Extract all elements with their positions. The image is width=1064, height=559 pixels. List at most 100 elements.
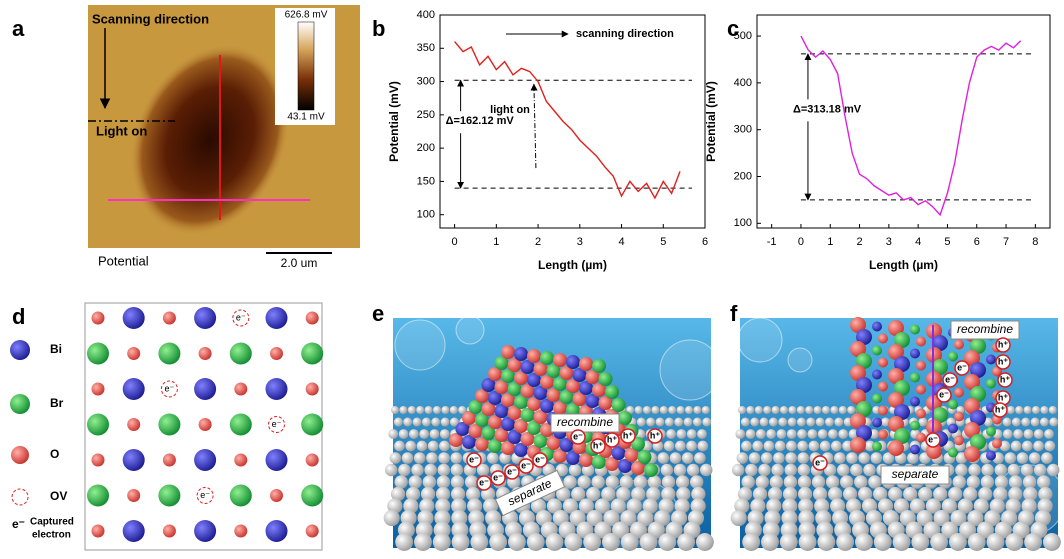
substrate-atom <box>854 475 868 489</box>
crystal-atom <box>475 413 489 427</box>
crystal-atom <box>954 387 964 398</box>
substrate-atom <box>603 509 620 527</box>
crystal-atom <box>592 359 606 373</box>
oxygen-atom <box>305 382 319 396</box>
crystal-atom <box>481 426 496 440</box>
crystal-atom <box>533 410 548 424</box>
crystal-atom <box>475 389 489 403</box>
substrate-atom <box>612 521 630 539</box>
substrate-atom <box>1008 475 1023 489</box>
substrate-atom <box>933 509 950 527</box>
substrate-atom <box>1042 533 1061 551</box>
panel-label: a <box>12 16 25 41</box>
electron: e⁻ <box>928 434 938 444</box>
x-tick-label: 2 <box>856 236 862 248</box>
substrate-atom <box>836 533 855 551</box>
recombine-label-box <box>950 320 1020 340</box>
electron-ring <box>812 455 828 471</box>
crystal-atom <box>520 432 535 446</box>
crystal-atom <box>540 375 554 389</box>
substrate-atom <box>403 417 413 427</box>
substrate-atom <box>546 498 563 514</box>
crystal-atom <box>468 424 483 438</box>
crystal-atom <box>992 438 1002 449</box>
substrate-atom <box>825 417 834 427</box>
bubble <box>787 347 813 373</box>
electron-ring <box>925 432 941 448</box>
substrate-atom <box>677 533 696 551</box>
substrate-atom <box>683 417 693 427</box>
substrate-atom <box>408 475 422 489</box>
electron-ring <box>942 372 958 388</box>
hole-ring <box>997 372 1013 388</box>
hole: h⁺ <box>593 440 603 450</box>
crystal-atom <box>970 338 986 354</box>
substrate-atom <box>438 452 450 464</box>
oxygen-atom <box>198 418 212 431</box>
crystal-atom <box>572 368 587 382</box>
substrate-atom <box>858 486 873 502</box>
substrate-atom <box>408 429 419 439</box>
crystal-atom <box>559 366 574 380</box>
crystal-atom <box>501 417 515 431</box>
hole-ring <box>647 428 663 444</box>
substrate-atom <box>401 452 414 464</box>
substrate-atom <box>639 533 658 551</box>
br-atom <box>301 484 324 507</box>
substrate-atom <box>963 486 978 502</box>
substrate-atom <box>1007 463 1021 477</box>
substrate-atom <box>676 486 691 502</box>
substrate-atom <box>387 498 403 514</box>
x-tick-label: 0 <box>798 236 804 248</box>
substrate-atom <box>983 417 993 427</box>
hole: h⁺ <box>998 339 1008 349</box>
bi-atom <box>194 307 217 329</box>
recombine-label-box <box>550 413 620 433</box>
crystal-atom <box>888 368 904 384</box>
substrate-atom <box>422 475 437 489</box>
substrate-atom <box>797 452 810 464</box>
substrate-atom <box>1015 406 1024 414</box>
substrate-atom <box>755 475 769 489</box>
substrate-atom <box>394 440 405 452</box>
crystal-atom <box>579 357 593 371</box>
oxygen-vacancy <box>232 309 250 327</box>
crystal-atom <box>856 377 872 393</box>
substrate-atom <box>1024 533 1043 551</box>
x-tick-label: 6 <box>974 236 980 248</box>
crystal-atom <box>888 320 904 336</box>
crystal-atom <box>888 416 904 432</box>
br-atom <box>87 342 109 365</box>
panel-label: c <box>727 16 739 41</box>
electron-ring <box>466 452 482 468</box>
substrate-atom <box>740 417 750 427</box>
substrate-atom <box>760 452 773 464</box>
substrate-atom <box>659 406 668 414</box>
crystal-atom <box>546 364 561 378</box>
substrate-atom <box>1037 498 1053 514</box>
oxygen-atom <box>127 347 141 360</box>
substrate-atom <box>412 417 422 427</box>
substrate-atom <box>571 486 586 502</box>
substrate-atom <box>405 486 421 502</box>
substrate-atom <box>767 486 783 502</box>
delta-label: Δ=313.18 mV <box>793 103 862 115</box>
substrate-atom <box>681 452 694 464</box>
crystal-atom <box>462 411 476 425</box>
substrate-atom <box>796 406 805 414</box>
substrate-atom <box>398 463 411 477</box>
x-tick-label: 6 <box>702 236 708 248</box>
crystal-atom <box>514 443 528 457</box>
substrate-atom <box>815 417 825 427</box>
substrate-atom <box>440 417 450 427</box>
substrate-atom <box>1044 440 1056 452</box>
substrate-atom <box>911 533 930 551</box>
substrate-atom <box>994 475 1009 489</box>
substrate-atom <box>967 533 986 551</box>
x-tick-label: 7 <box>1003 236 1009 248</box>
legend-label: Captured <box>30 517 74 528</box>
substrate-atom <box>882 452 895 464</box>
substrate-atom <box>674 498 690 514</box>
x-tick-label: 3 <box>577 236 583 248</box>
br-atom <box>87 413 109 436</box>
